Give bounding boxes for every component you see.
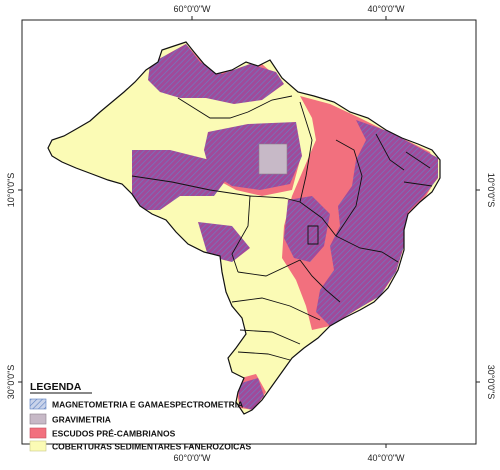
- survey-west-central: [132, 150, 226, 210]
- country-outline: [47, 41, 441, 415]
- bottom-longitude-label-1: 60°0'0"W: [173, 453, 211, 463]
- survey-mato-grosso: [198, 222, 250, 262]
- legend-label-gravimetry: GRAVIMETRIA: [52, 415, 111, 425]
- survey-east: [316, 120, 438, 326]
- legend: LEGENDA MAGNETOMETRIA E GAMAESPECTROMETR…: [29, 381, 251, 452]
- top-longitude-label-1: 60°0'0"W: [173, 4, 211, 14]
- map-frame: [21, 19, 477, 445]
- legend-label-magnetometry: MAGNETOMETRIA E GAMAESPECTROMETRIA: [52, 400, 243, 410]
- legend-label-sedimentary: COBERTURAS SEDIMENTARES FANEROZOICAS: [52, 442, 251, 452]
- legend-label-shields: ESCUDOS PRÉ-CAMBRIANOS: [52, 429, 176, 439]
- legend-swatch-magnetometry: [29, 398, 47, 410]
- top-longitude-label-2: 40°0'0"W: [367, 4, 405, 14]
- left-latitude-label-2: 30°0'0"S: [6, 365, 16, 400]
- legend-swatch-gravimetry: [29, 413, 47, 425]
- state-borders: [131, 95, 433, 361]
- graticule-ticks: [18, 16, 480, 448]
- bottom-longitude-label-2: 40°0'0"W: [367, 453, 405, 463]
- survey-goias: [284, 196, 330, 262]
- right-latitude-label-1: 10°0'0"S: [486, 173, 496, 208]
- legend-title: LEGENDA: [30, 381, 82, 393]
- left-latitude-label-1: 10°0'0"S: [6, 173, 16, 208]
- legend-swatch-shields: [29, 427, 47, 439]
- right-latitude-label-2: 30°0'0"S: [486, 365, 496, 400]
- gravimetry-area: [258, 143, 288, 175]
- legend-swatch-sedimentary: [29, 440, 47, 452]
- survey-south: [238, 378, 264, 410]
